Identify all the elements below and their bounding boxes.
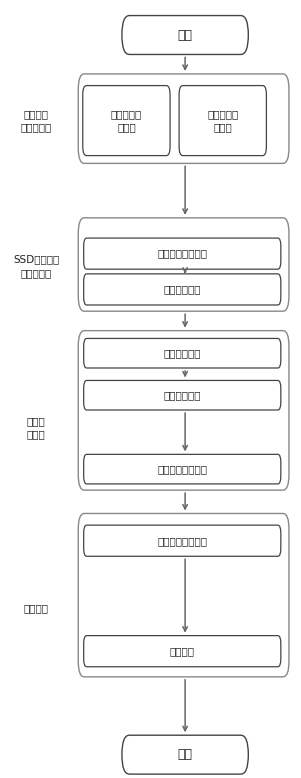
FancyBboxPatch shape [84,380,281,410]
FancyBboxPatch shape [122,735,248,774]
Text: 间隔尺寸计算: 间隔尺寸计算 [163,349,201,358]
Text: SSD模型信息
提取与识别: SSD模型信息 提取与识别 [13,254,59,278]
FancyBboxPatch shape [78,331,289,490]
Text: 结束: 结束 [178,748,193,761]
FancyBboxPatch shape [179,86,266,156]
FancyBboxPatch shape [84,454,281,484]
FancyBboxPatch shape [78,513,289,677]
Text: 母线信息识别: 母线信息识别 [163,285,201,294]
Text: 间隔绘制: 间隔绘制 [170,647,195,656]
Text: 整体布局模
板创建: 整体布局模 板创建 [111,109,142,132]
Text: 母线尺寸计算: 母线尺寸计算 [163,391,201,400]
FancyBboxPatch shape [84,238,281,269]
Text: 画布大
小计算: 画布大 小计算 [27,416,45,440]
Text: 整体画布尺寸计算: 整体画布尺寸计算 [157,464,207,474]
FancyBboxPatch shape [78,218,289,311]
Text: 母线、变压器绘制: 母线、变压器绘制 [157,536,207,545]
Text: 间隔单元模
板创建: 间隔单元模 板创建 [207,109,238,132]
FancyBboxPatch shape [84,525,281,556]
Text: 自动绘图信息提取: 自动绘图信息提取 [157,249,207,258]
FancyBboxPatch shape [84,636,281,667]
FancyBboxPatch shape [122,16,248,54]
FancyBboxPatch shape [84,274,281,305]
FancyBboxPatch shape [84,338,281,368]
Text: 创建基于
布局的模板: 创建基于 布局的模板 [20,109,52,132]
FancyBboxPatch shape [83,86,170,156]
Text: 自动绘图: 自动绘图 [23,604,49,613]
FancyBboxPatch shape [78,74,289,163]
Text: 开始: 开始 [178,29,193,41]
